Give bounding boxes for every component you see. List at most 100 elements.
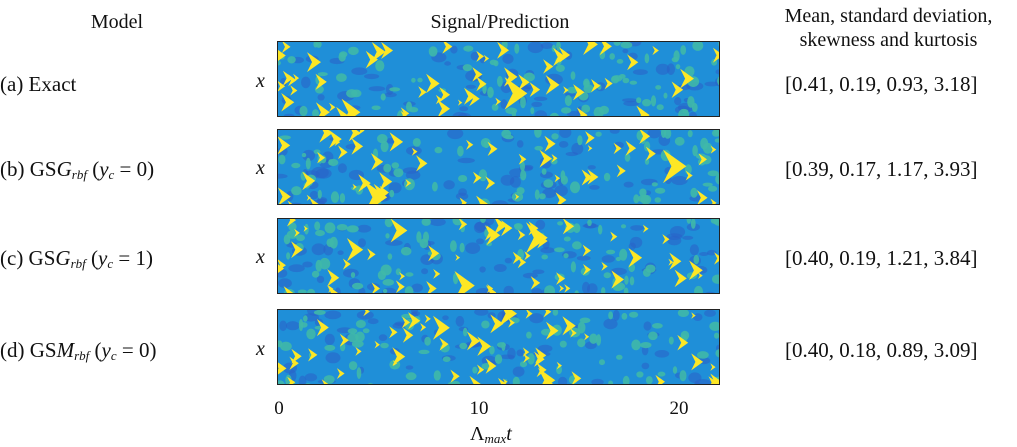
- heatmap-low-region: [302, 261, 313, 268]
- heatmap-mid-region: [520, 161, 525, 172]
- heatmap-mid-region: [362, 328, 370, 334]
- heatmap-mid-region: [672, 366, 678, 374]
- heatmap-mid-region: [534, 130, 542, 138]
- heatmap-low-region: [279, 320, 287, 332]
- heatmap-high-peak: [518, 153, 527, 165]
- heatmap-mid-region: [563, 236, 571, 242]
- heatmap-high-peak: [636, 105, 650, 116]
- heatmap-high-peak: [455, 254, 460, 261]
- heatmap-mid-region: [494, 354, 503, 364]
- heatmap-mid-region: [348, 361, 358, 371]
- heatmap-high-peak: [278, 264, 285, 273]
- stats-gsg-yc1: [0.40, 0.19, 1.21, 3.84]: [785, 246, 978, 270]
- heatmap-mid-region: [311, 270, 320, 278]
- heatmap-low-region: [558, 141, 569, 148]
- heatmap-high-peak: [570, 328, 577, 338]
- heatmap-low-region: [356, 310, 374, 320]
- heatmap-mid-region: [564, 95, 572, 107]
- heatmap-mid-region: [393, 168, 404, 178]
- heatmap-low-region: [509, 176, 521, 188]
- heatmap-high-peak: [639, 130, 651, 144]
- heatmap-mid-region: [418, 349, 430, 355]
- heatmap-mid-region: [462, 64, 473, 72]
- heatmap-low-region: [475, 288, 491, 293]
- heatmap-mid-region: [694, 285, 703, 293]
- heatmap-high-peak: [698, 272, 703, 279]
- heatmap-low-region: [411, 283, 423, 293]
- heatmap-mid-region: [574, 290, 579, 293]
- heatmap-high-peak: [485, 358, 497, 374]
- heatmap-low-region: [531, 288, 543, 293]
- heatmap-high-peak: [680, 68, 694, 89]
- heatmap-high-peak: [371, 153, 384, 171]
- heatmap-mid-region: [401, 313, 413, 319]
- signal-panel-exact: [277, 41, 720, 117]
- heatmap-mid-region: [463, 327, 468, 337]
- heatmap-low-region: [378, 334, 388, 341]
- heatmap-low-region: [452, 111, 468, 116]
- heatmap-high-peak: [517, 229, 526, 241]
- heatmap-low-region: [682, 235, 694, 240]
- heatmap-mid-region: [642, 99, 652, 107]
- heatmap-high-peak: [306, 194, 311, 201]
- heatmap-mid-region: [541, 254, 548, 260]
- heatmap-high-peak: [467, 331, 481, 351]
- heatmap-mid-region: [690, 219, 696, 229]
- heatmap-mid-region: [712, 274, 719, 284]
- heatmap-high-peak: [408, 312, 421, 330]
- heatmap-mid-region: [616, 354, 623, 360]
- heatmap-mid-region: [619, 248, 628, 261]
- heatmap-low-region: [534, 110, 548, 116]
- heatmap-mid-region: [355, 331, 365, 343]
- signal-panel-gsg-yc0: [277, 129, 720, 205]
- heatmap-high-peak: [697, 190, 708, 204]
- heatmap-low-region: [384, 92, 397, 98]
- row-label-gsm-yc0: (d) GSMrbf (yc = 0): [0, 338, 156, 364]
- heatmap-mid-region: [459, 342, 468, 350]
- heatmap-low-region: [368, 86, 386, 92]
- heatmap-mid-region: [389, 87, 401, 92]
- heatmap-low-region: [367, 318, 379, 325]
- heatmap-mid-region: [595, 131, 602, 137]
- heatmap-high-peak: [671, 81, 684, 98]
- heatmap-mid-region: [385, 233, 390, 239]
- heatmap-high-peak: [411, 147, 418, 156]
- heatmap-mid-region: [314, 221, 321, 231]
- heatmap-mid-region: [377, 134, 388, 144]
- heatmap-mid-region: [570, 261, 576, 273]
- heatmap-high-peak: [281, 42, 291, 53]
- heatmap-mid-region: [317, 189, 322, 199]
- heatmap-low-region: [351, 67, 368, 75]
- heatmap-low-region: [358, 238, 366, 248]
- heatmap-high-peak: [668, 258, 674, 266]
- heatmap-high-peak: [710, 363, 716, 371]
- heatmap-high-peak: [315, 102, 330, 116]
- heatmap-high-peak: [315, 73, 327, 90]
- heatmap-high-peak: [381, 42, 393, 59]
- heatmap-mid-region: [680, 45, 687, 55]
- heatmap-low-region: [693, 313, 703, 321]
- heatmap-high-peak: [334, 138, 341, 147]
- heatmap-mid-region: [573, 223, 581, 234]
- heatmap-high-peak: [373, 183, 388, 204]
- heatmap-mid-region: [395, 268, 402, 276]
- heatmap-high-peak: [365, 50, 378, 69]
- heatmap-mid-region: [419, 238, 429, 249]
- heatmap-mid-region: [534, 189, 540, 200]
- heatmap-mid-region: [569, 181, 581, 194]
- heatmap-mid-region: [384, 219, 394, 228]
- heatmap-low-region: [622, 48, 629, 54]
- heatmap-mid-region: [640, 194, 652, 204]
- heatmap-low-region: [429, 219, 446, 227]
- heatmap-mid-region: [711, 130, 719, 137]
- heatmap-low-region: [666, 63, 675, 75]
- heatmap-mid-region: [639, 188, 647, 197]
- heatmap-high-peak: [576, 107, 588, 116]
- heatmap-mid-region: [434, 146, 443, 154]
- heatmap-mid-region: [501, 130, 512, 139]
- heatmap-low-region: [325, 352, 341, 364]
- heatmap-high-peak: [628, 248, 643, 268]
- heatmap-mid-region: [692, 145, 698, 157]
- heatmap-high-peak: [613, 142, 622, 155]
- row-symbol: G: [56, 157, 72, 181]
